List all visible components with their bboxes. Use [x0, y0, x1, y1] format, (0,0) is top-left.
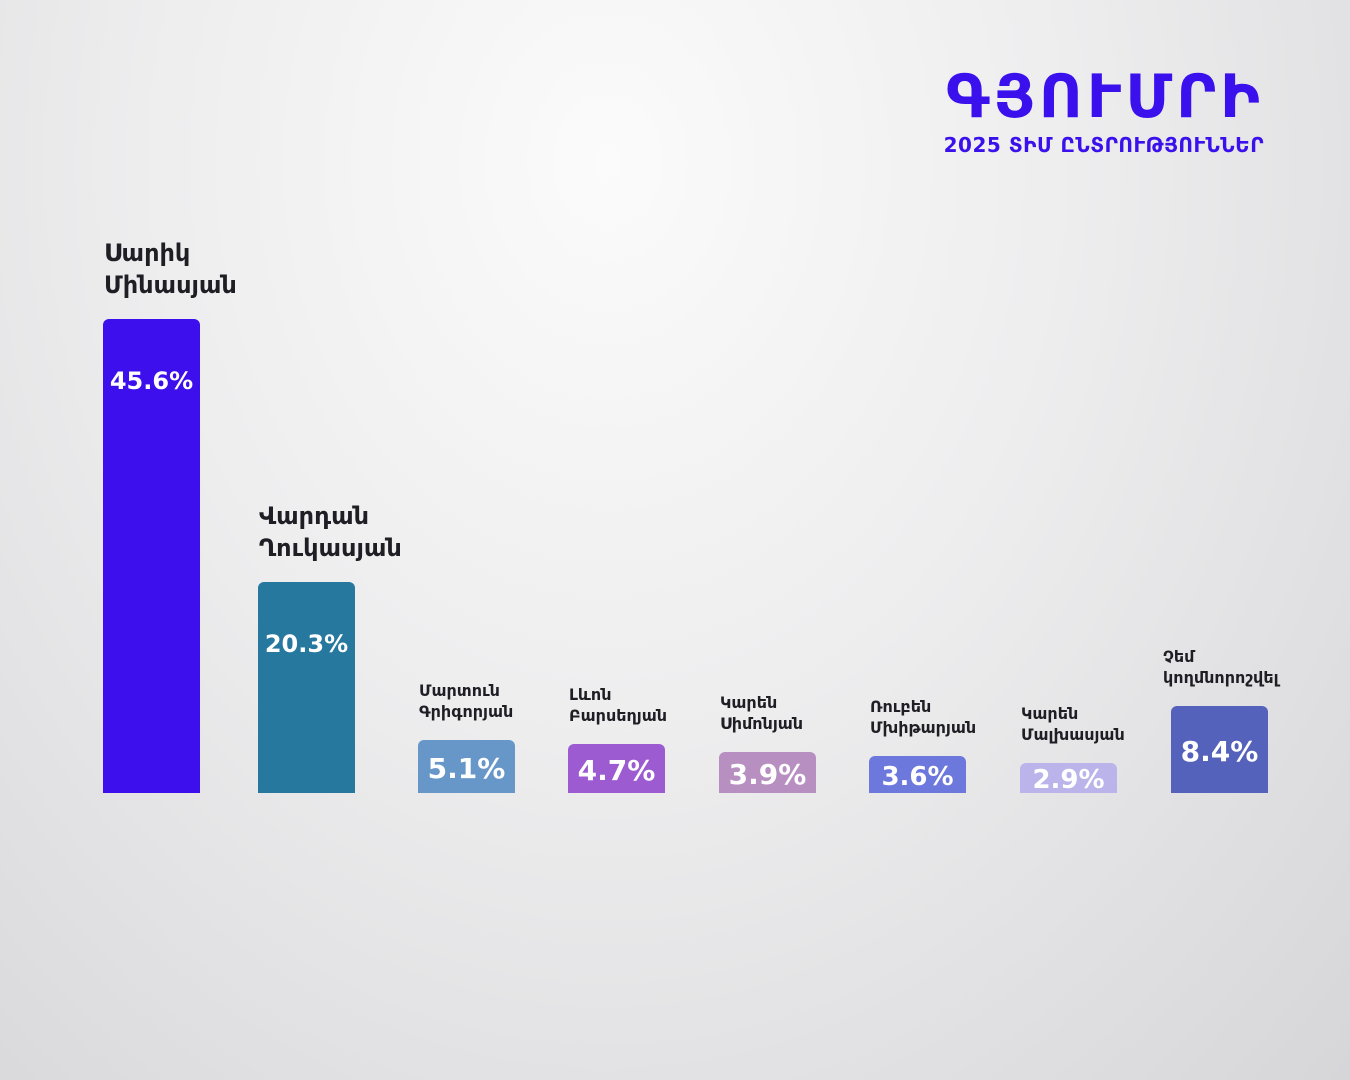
bar-value-label: 4.7%: [577, 754, 656, 788]
bar-value-label: 20.3%: [264, 630, 349, 658]
bar-4: 4.7%: [568, 744, 665, 793]
bar-7: 2.9%: [1020, 763, 1117, 796]
bar-1: 45.6%: [103, 319, 200, 793]
page-title: ԳՅՈՒՄՐԻ: [945, 62, 1264, 132]
bar-value-label: 3.6%: [881, 761, 954, 792]
bar-value-label: 45.6%: [109, 367, 194, 395]
bar-name-label: Մարտուն Գրիգորյան: [419, 681, 514, 721]
bar-value-label: 8.4%: [1180, 735, 1259, 769]
page-subtitle: 2025 ՏԻՄ ԸՆՏՐՈՒԹՅՈՒՆՆԵՐ: [943, 133, 1264, 157]
bar-value-label: 3.9%: [728, 758, 807, 792]
bar-name-label: Չեմ կողմնորոշվել: [1163, 647, 1279, 687]
bar-value-label: 5.1%: [427, 752, 506, 786]
bar-3: 5.1%: [418, 740, 515, 793]
bar-name-label: Սարիկ Մինասյան: [104, 239, 237, 299]
bar-name-label: Կարեն Սիմոնյան: [720, 693, 804, 733]
bar-8: 8.4%: [1171, 706, 1268, 793]
bar-name-label: Ռուբեն Մխիթարյան: [870, 697, 977, 737]
bar-name-label: Վարդան Ղուկասյան: [259, 502, 402, 562]
bar-name-label: Լևոն Բարսեղյան: [569, 685, 668, 725]
bar-name-label: Կարեն Մալխասյան: [1021, 704, 1125, 744]
bar-5: 3.9%: [719, 752, 816, 793]
bar-2: 20.3%: [258, 582, 355, 793]
bar-value-label: 2.9%: [1032, 765, 1105, 796]
bar-6: 3.6%: [869, 756, 966, 793]
header: ԳՅՈՒՄՐԻ 2025 ՏԻՄ ԸՆՏՐՈՒԹՅՈՒՆՆԵՐ: [944, 64, 1264, 158]
